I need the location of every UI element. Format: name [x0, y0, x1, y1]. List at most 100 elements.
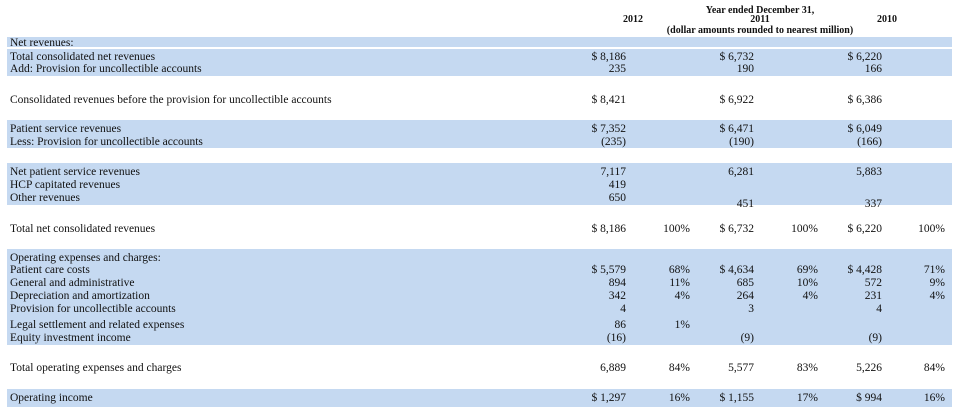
table-row: Patient service revenues $ 7,352 $ 6,471… [0, 122, 958, 136]
percent-2011: 83% [796, 362, 818, 374]
value-2010: 5,226 [856, 362, 882, 374]
value-2011: 264 [736, 290, 754, 302]
value-2011: 451 [736, 198, 754, 210]
value-2012: 4 [620, 303, 626, 315]
table-row: Legal settlement and related expenses 86… [0, 318, 958, 332]
value-2010: $ 4,428 [847, 264, 883, 276]
value-2010: 231 [864, 290, 882, 302]
table-row: Depreciation and amortization 342 4% 264… [0, 289, 958, 303]
percent-2011: 69% [796, 264, 818, 276]
row-label: Net patient service revenues [10, 166, 140, 178]
value-2011: $ 6,922 [719, 94, 755, 106]
value-2011: $ 1,155 [719, 392, 755, 404]
row-label: Patient care costs [10, 264, 90, 276]
band-net-revenues-rows [7, 49, 952, 76]
percent-2012: 100% [663, 223, 690, 235]
percent-2010: 71% [923, 264, 945, 276]
row-label: Operating expenses and charges: [10, 252, 161, 264]
value-2012: $ 8,186 [591, 223, 627, 235]
value-2012: $ 8,421 [591, 94, 627, 106]
value-2011: 3 [748, 303, 754, 315]
table-row: Consolidated revenues before the provisi… [0, 93, 958, 107]
percent-2011: 17% [796, 392, 818, 404]
value-2011: (190) [729, 136, 754, 148]
percent-2012: 84% [668, 362, 690, 374]
value-2010: 4 [876, 303, 882, 315]
value-2012: 894 [608, 277, 626, 289]
row-label: Add: Provision for uncollectible account… [10, 63, 202, 75]
table-row: Patient care costs $ 5,579 68% $ 4,634 6… [0, 263, 958, 277]
table-row: Net patient service revenues 7,117 6,281… [0, 165, 958, 179]
value-2011: $ 4,634 [719, 264, 755, 276]
year-2012-header: 2012 [623, 14, 643, 25]
row-label: Net revenues: [10, 37, 74, 49]
row-label: Consolidated revenues before the provisi… [10, 94, 332, 106]
value-2011: $ 6,471 [719, 123, 755, 135]
row-label: Depreciation and amortization [10, 290, 150, 302]
year-2010-header: 2010 [877, 14, 897, 25]
period-title: Year ended December 31, [705, 5, 815, 16]
percent-2010: 100% [918, 223, 945, 235]
year-2011-header: 2011 [750, 14, 770, 25]
row-label: HCP capitated revenues [10, 179, 121, 191]
value-2012: 342 [608, 290, 626, 302]
value-2011: 5,577 [728, 362, 754, 374]
table-row: General and administrative 894 11% 685 1… [0, 276, 958, 290]
percent-2011: 4% [802, 290, 818, 302]
band-operating-expenses [7, 249, 952, 345]
value-2011: $ 6,732 [719, 223, 755, 235]
value-2012: $ 1,297 [591, 392, 627, 404]
value-2012: 235 [608, 63, 626, 75]
value-2010: $ 6,220 [847, 223, 883, 235]
row-label: Patient service revenues [10, 123, 122, 135]
value-2010: $ 6,049 [847, 123, 883, 135]
percent-2010: 9% [929, 277, 945, 289]
value-2012: 650 [608, 192, 626, 204]
value-2011: $ 6,732 [719, 51, 755, 63]
value-2010: 166 [864, 63, 882, 75]
row-label: Less: Provision for uncollectible accoun… [10, 136, 203, 148]
value-2011: 685 [736, 277, 754, 289]
value-2010: (9) [868, 332, 882, 344]
value-2011: 190 [736, 63, 754, 75]
percent-2011: 100% [791, 223, 818, 235]
band-net-patient [7, 163, 952, 205]
band-net-revenues [7, 37, 952, 47]
table-row: Equity investment income (16) (9) (9) [0, 331, 958, 345]
value-2012: 86 [614, 319, 627, 331]
table-row: Total consolidated net revenues $ 8,186 … [0, 50, 958, 64]
value-2011: 6,281 [728, 166, 754, 178]
percent-2010: 84% [923, 362, 945, 374]
percent-2012: 68% [668, 264, 690, 276]
value-2012: (16) [606, 332, 626, 344]
table-row: Add: Provision for uncollectible account… [0, 62, 958, 76]
row-label: Equity investment income [10, 332, 131, 344]
table-row: Total operating expenses and charges 6,8… [0, 361, 958, 375]
percent-2012: 11% [669, 277, 690, 289]
table-row: Total net consolidated revenues $ 8,186 … [0, 222, 958, 236]
value-2010: 5,883 [856, 166, 882, 178]
band-operating-income [7, 389, 952, 407]
value-2012: $ 8,186 [591, 51, 627, 63]
percent-2012: 1% [674, 319, 690, 331]
percent-2010: 16% [923, 392, 945, 404]
table-row: Net revenues: [0, 36, 958, 50]
table-row: Less: Provision for uncollectible accoun… [0, 135, 958, 149]
value-2011: (9) [740, 332, 754, 344]
band-patient-service [7, 120, 952, 148]
row-label: Operating income [10, 392, 93, 404]
value-2012: $ 7,352 [591, 123, 627, 135]
row-label: General and administrative [10, 277, 135, 289]
row-label: Provision for uncollectible accounts [10, 303, 176, 315]
value-2012: (235) [601, 136, 626, 148]
percent-2012: 4% [674, 290, 690, 302]
row-label: Total operating expenses and charges [10, 362, 182, 374]
row-label: Legal settlement and related expenses [10, 319, 185, 331]
value-2012: $ 5,579 [591, 264, 627, 276]
value-2012: 6,889 [600, 362, 626, 374]
table-row: Other revenues 650 451 337 [0, 191, 958, 210]
value-2010: $ 6,220 [847, 51, 883, 63]
value-2010: $ 994 [856, 392, 882, 404]
row-label: Total consolidated net revenues [10, 51, 156, 63]
table-row: Operating income $ 1,297 16% $ 1,155 17%… [0, 391, 958, 405]
